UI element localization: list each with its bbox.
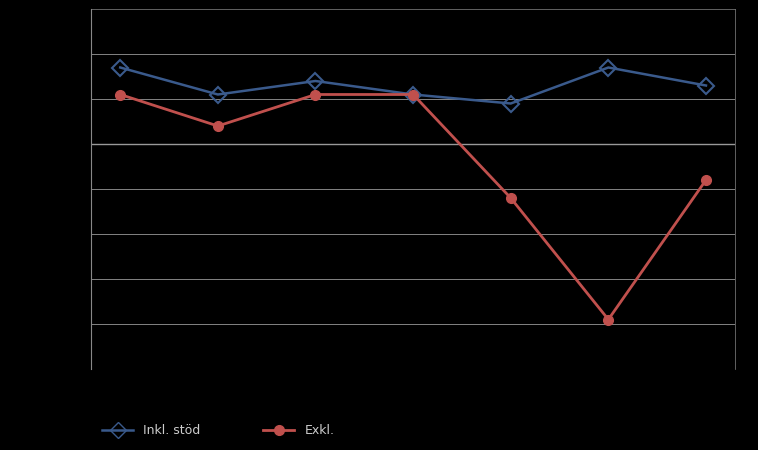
Legend: Inkl. stöd, Exkl.: Inkl. stöd, Exkl. [97, 419, 340, 442]
